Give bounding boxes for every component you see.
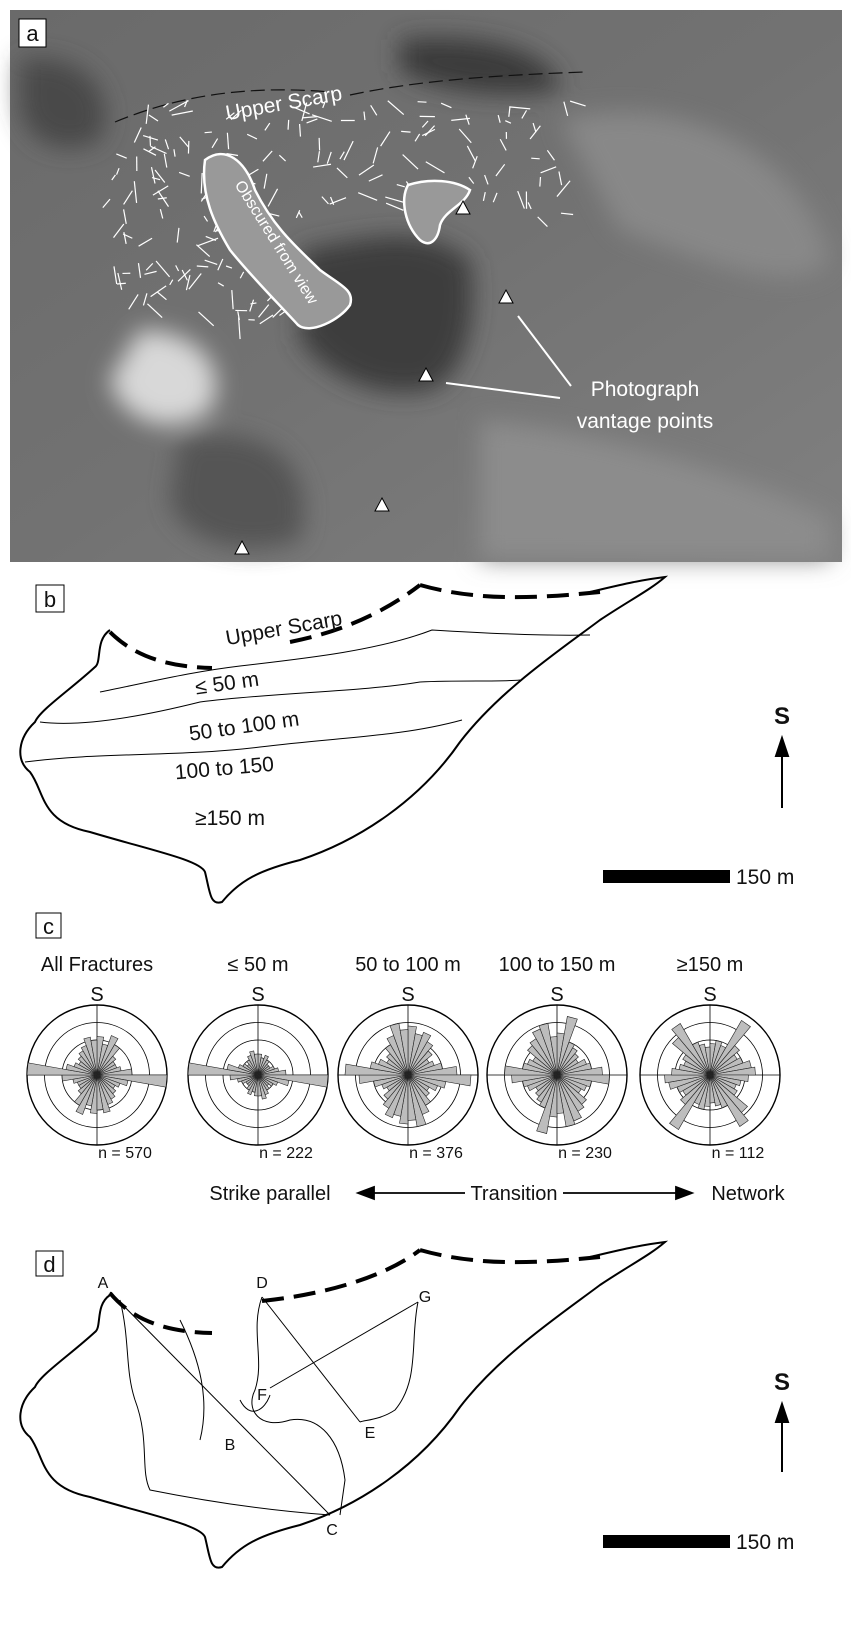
fracture bbox=[117, 283, 126, 284]
rose-count: n = 376 bbox=[409, 1145, 463, 1162]
point-label: E bbox=[365, 1425, 376, 1442]
spectrum-label: Transition bbox=[470, 1183, 557, 1205]
panel-b: b Upper Scarp ≤ 50 m 50 to 100 m 100 to … bbox=[20, 577, 794, 903]
zone-label: ≥150 m bbox=[195, 807, 265, 830]
vantage-label: Photograph bbox=[591, 378, 700, 401]
rose-title: ≤ 50 m bbox=[228, 954, 289, 976]
point-label: G bbox=[419, 1289, 431, 1306]
panel-d: d A B C D E F G S 150 m bbox=[20, 1242, 794, 1568]
spectrum-label: Network bbox=[711, 1183, 785, 1205]
rose-north: S bbox=[251, 984, 264, 1006]
zone-lines bbox=[25, 630, 590, 762]
point-label: C bbox=[326, 1522, 338, 1539]
rose-count: n = 230 bbox=[558, 1145, 612, 1162]
fracture bbox=[205, 132, 212, 133]
rose-title: 100 to 150 m bbox=[499, 954, 616, 976]
rose-count: n = 222 bbox=[259, 1145, 313, 1162]
panel-label: b bbox=[44, 587, 56, 612]
panel-label: d bbox=[43, 1252, 55, 1277]
fracture bbox=[531, 158, 539, 159]
spectrum-label: Strike parallel bbox=[209, 1183, 330, 1205]
scale-label: 150 m bbox=[736, 866, 794, 889]
panel-label: c bbox=[43, 914, 54, 939]
fracture bbox=[418, 102, 427, 103]
scarp-label: Upper Scarp bbox=[224, 607, 344, 650]
fracture bbox=[540, 177, 541, 187]
point-labels: A B C D E F G bbox=[98, 1275, 432, 1539]
fracture bbox=[401, 131, 410, 132]
rose-count: n = 112 bbox=[712, 1145, 765, 1162]
scale-label: 150 m bbox=[736, 1531, 794, 1554]
landslide-outline bbox=[20, 1242, 665, 1568]
rose-north: S bbox=[703, 984, 716, 1006]
rose-north: S bbox=[90, 984, 103, 1006]
north-label: S bbox=[774, 703, 790, 730]
north-label: S bbox=[774, 1369, 790, 1396]
point-label: F bbox=[257, 1387, 267, 1404]
panel-label: a bbox=[26, 21, 39, 46]
vantage-label: vantage points bbox=[577, 410, 714, 433]
scale-bar bbox=[603, 870, 730, 883]
fracture bbox=[288, 120, 289, 130]
rose-title: 50 to 100 m bbox=[355, 954, 461, 976]
north-arrow bbox=[776, 1404, 788, 1472]
point-label: D bbox=[256, 1275, 268, 1292]
zone-label: ≤ 50 m bbox=[194, 668, 261, 700]
rose-north: S bbox=[550, 984, 563, 1006]
zone-label: 50 to 100 m bbox=[188, 707, 301, 745]
rose-title: ≥150 m bbox=[677, 954, 744, 976]
point-label: B bbox=[225, 1437, 236, 1454]
scale-bar bbox=[603, 1535, 730, 1548]
rose-title: All Fractures bbox=[41, 954, 153, 976]
rose-count: n = 570 bbox=[98, 1145, 152, 1162]
point-label: A bbox=[98, 1275, 109, 1292]
rose-north: S bbox=[401, 984, 414, 1006]
figure: a Upper Scarp Obscured from view Photogr… bbox=[0, 0, 851, 1625]
panel-a: a Upper Scarp Obscured from view Photogr… bbox=[10, 10, 842, 562]
panel-c: c Strike parallel Transition Network All… bbox=[27, 913, 786, 1205]
north-arrow bbox=[776, 738, 788, 808]
zone-label: 100 to 150 bbox=[174, 753, 275, 785]
